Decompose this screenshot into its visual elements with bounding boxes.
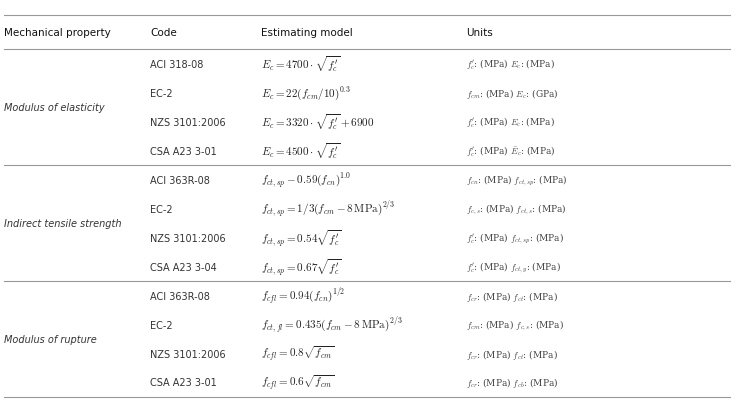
Text: $E_c = 3320 \cdot \sqrt{f_c^{\prime}} + 6900$: $E_c = 3320 \cdot \sqrt{f_c^{\prime}} + … (261, 112, 374, 132)
Text: Estimating model: Estimating model (261, 28, 352, 38)
Text: Modulus of elasticity: Modulus of elasticity (4, 103, 104, 113)
Text: Code: Code (150, 28, 177, 38)
Text: $f_{cr}$: (MPa) $f_{cb}$: (MPa): $f_{cr}$: (MPa) $f_{cb}$: (MPa) (466, 376, 559, 389)
Text: EC-2: EC-2 (150, 89, 173, 99)
Text: $f_c^{\prime}$: (MPa) $f_{ct,y}$: (MPa): $f_c^{\prime}$: (MPa) $f_{ct,y}$: (MPa) (466, 259, 561, 274)
Text: $f_{ct,fl} = 0.435(f_{cm} - 8\,\mathrm{MPa})^{2/3}$: $f_{ct,fl} = 0.435(f_{cm} - 8\,\mathrm{M… (261, 315, 402, 334)
Text: Modulus of rupture: Modulus of rupture (4, 334, 96, 344)
Text: $f_{cfl} = 0.94(f_{cn})^{1/2}$: $f_{cfl} = 0.94(f_{cn})^{1/2}$ (261, 286, 345, 306)
Text: Indirect tensile strength: Indirect tensile strength (4, 219, 121, 229)
Text: NZS 3101:2006: NZS 3101:2006 (150, 348, 226, 358)
Text: $f_{ct,sp} = 0.67\sqrt{f_c^{\prime}}$: $f_{ct,sp} = 0.67\sqrt{f_c^{\prime}}$ (261, 257, 341, 277)
Text: ACI 363R-08: ACI 363R-08 (150, 291, 211, 301)
Text: NZS 3101:2006: NZS 3101:2006 (150, 233, 226, 243)
Text: $f_{cr}$: (MPa) $f_{ct}$: (MPa): $f_{cr}$: (MPa) $f_{ct}$: (MPa) (466, 346, 558, 360)
Text: $f_c^{\prime}$: (MPa) $f_{ct,sp}$: (MPa): $f_c^{\prime}$: (MPa) $f_{ct,sp}$: (MPa) (466, 231, 564, 245)
Text: EC-2: EC-2 (150, 204, 173, 214)
Text: ACI 363R-08: ACI 363R-08 (150, 175, 211, 185)
Text: $E_c = 4500 \cdot \sqrt{f_c^{\prime}}$: $E_c = 4500 \cdot \sqrt{f_c^{\prime}}$ (261, 141, 340, 162)
Text: $f_{cfl} = 0.8\sqrt{f_{cm}}$: $f_{cfl} = 0.8\sqrt{f_{cm}}$ (261, 344, 334, 363)
Text: NZS 3101:2006: NZS 3101:2006 (150, 117, 226, 128)
Text: $f_{ct,sp} = 1/3(f_{cm} - 8\,\mathrm{MPa})^{2/3}$: $f_{ct,sp} = 1/3(f_{cm} - 8\,\mathrm{MPa… (261, 199, 395, 219)
Text: $f_{cm}$: (MPa) $E_c$: (GPa): $f_{cm}$: (MPa) $E_c$: (GPa) (466, 87, 559, 101)
Text: $f_c^{\prime}$: (MPa) $E_c$: (MPa): $f_c^{\prime}$: (MPa) $E_c$: (MPa) (466, 115, 555, 130)
Text: CSA A23 3-01: CSA A23 3-01 (150, 378, 217, 387)
Text: $E_c = 4700 \cdot \sqrt{f_c^{\prime}}$: $E_c = 4700 \cdot \sqrt{f_c^{\prime}}$ (261, 55, 340, 75)
Text: $f_c^{\prime}$: (MPa) $\bar{E}_c$: (MPa): $f_c^{\prime}$: (MPa) $\bar{E}_c$: (MPa) (466, 144, 556, 158)
Text: $f_{cr}$: (MPa) $f_{ct}$: (MPa): $f_{cr}$: (MPa) $f_{ct}$: (MPa) (466, 289, 558, 303)
Text: EC-2: EC-2 (150, 320, 173, 330)
Text: $f_{ct,sp} = 0.54\sqrt{f_c^{\prime}}$: $f_{ct,sp} = 0.54\sqrt{f_c^{\prime}}$ (261, 228, 341, 248)
Text: Units: Units (466, 28, 493, 38)
Text: CSA A23 3-04: CSA A23 3-04 (150, 262, 217, 272)
Text: $f_c^{\prime}$: (MPa) $E_c$: (MPa): $f_c^{\prime}$: (MPa) $E_c$: (MPa) (466, 57, 555, 72)
Text: ACI 318-08: ACI 318-08 (150, 60, 204, 69)
Text: $f_{ct,sp} - 0.59(f_{cn})^{1.0}$: $f_{ct,sp} - 0.59(f_{cn})^{1.0}$ (261, 171, 351, 189)
Text: $f_{cn}$: (MPa) $f_{ct,sp}$: (MPa): $f_{cn}$: (MPa) $f_{ct,sp}$: (MPa) (466, 173, 568, 188)
Text: Mechanical property: Mechanical property (4, 28, 110, 38)
Text: $f_{cm}$: (MPa) $f_{c,s}$: (MPa): $f_{cm}$: (MPa) $f_{c,s}$: (MPa) (466, 317, 564, 332)
Text: $f_{c,s}$: (MPa) $f_{ct,s}$: (MPa): $f_{c,s}$: (MPa) $f_{ct,s}$: (MPa) (466, 202, 567, 217)
Text: $E_c = 22(f_{cm}/10)^{0.3}$: $E_c = 22(f_{cm}/10)^{0.3}$ (261, 85, 350, 102)
Text: CSA A23 3-01: CSA A23 3-01 (150, 146, 217, 156)
Text: $f_{cfl} = 0.6\sqrt{f_{cm}}$: $f_{cfl} = 0.6\sqrt{f_{cm}}$ (261, 373, 334, 392)
